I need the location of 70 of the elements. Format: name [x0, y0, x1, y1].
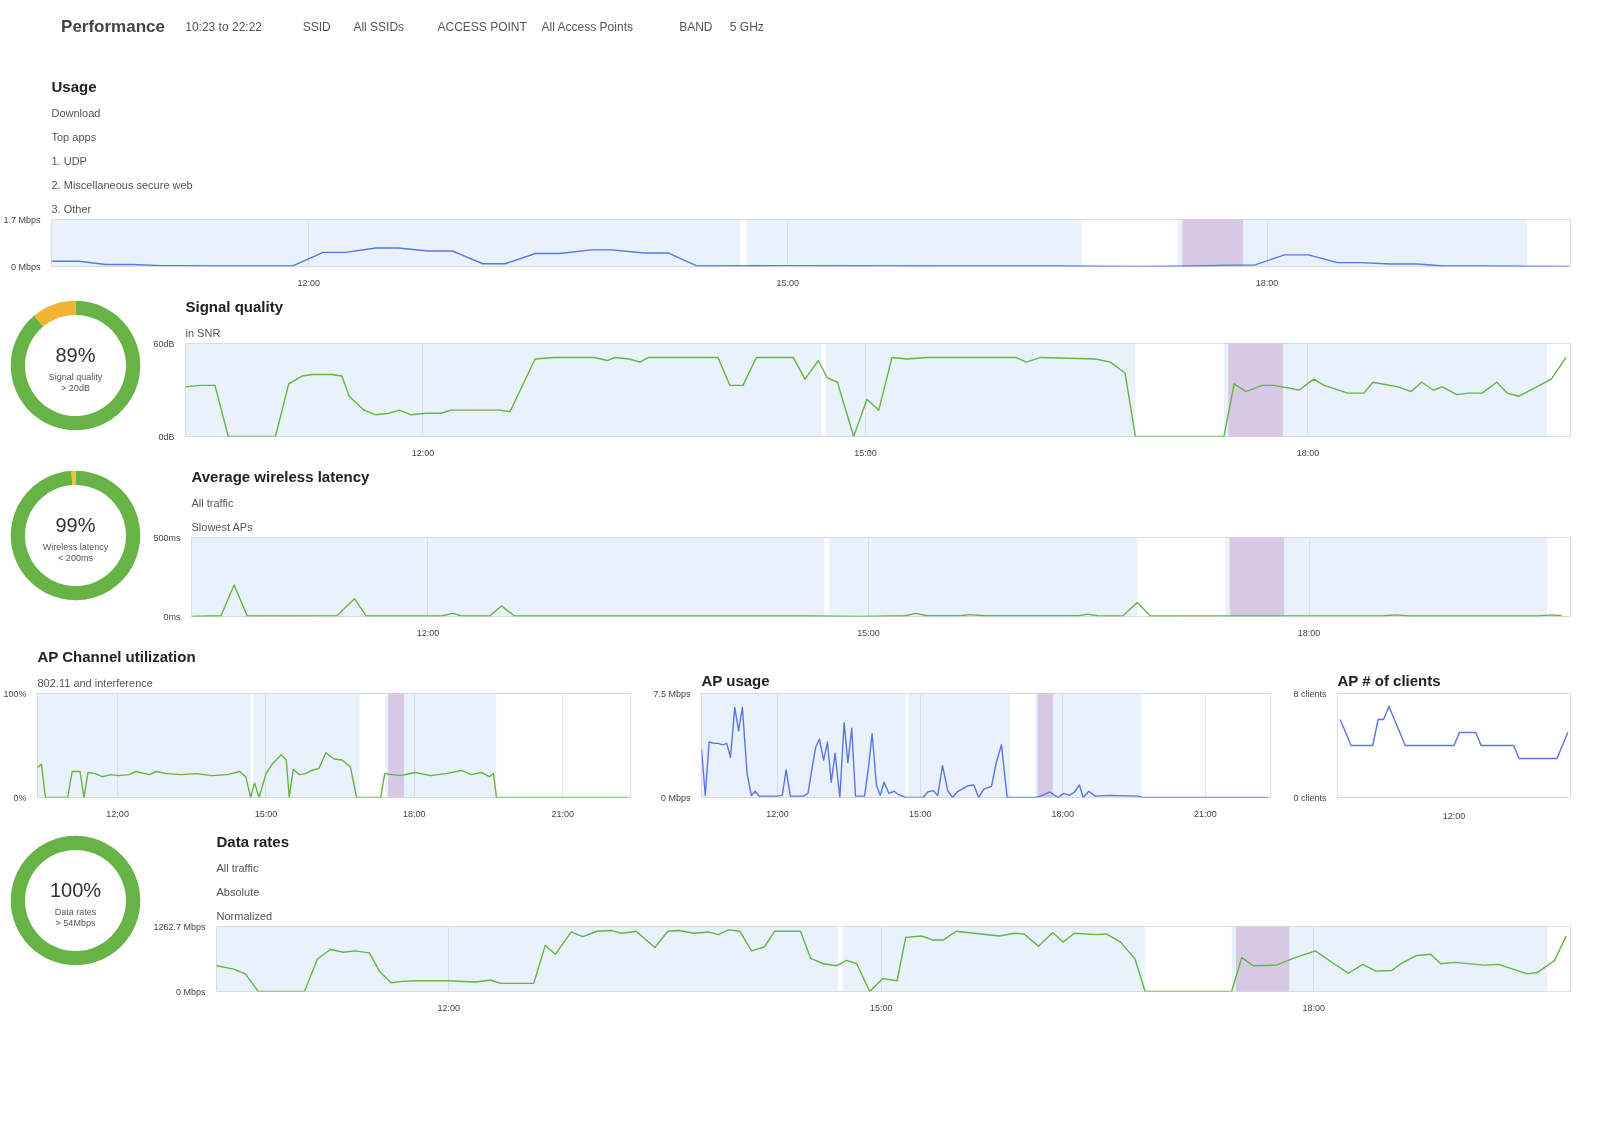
x-tick-label: 15:00	[908, 808, 932, 819]
text: Download	[51, 106, 101, 119]
text: 2. Miscellaneous secure web	[51, 178, 193, 191]
text: Slowest APs	[191, 520, 254, 533]
x-tick-label: 21:00	[1194, 808, 1217, 819]
x-tick-label: 15:00	[776, 277, 800, 288]
x-tick-label: 18:00	[1051, 808, 1075, 819]
y-tick-label: 0%	[13, 792, 27, 803]
text: Data rates > 54Mbps	[54, 906, 97, 928]
chart-title: Signal quality	[185, 297, 284, 315]
y-tick-label: 60dB	[153, 338, 175, 349]
x-tick-label: 15:00	[869, 1002, 893, 1013]
y-tick-label: 500ms	[153, 532, 181, 543]
text: Top apps	[51, 130, 97, 143]
x-tick-label: 12:00	[411, 447, 435, 458]
x-tick-label: 12:00	[766, 808, 789, 819]
chart-title: AP usage	[701, 671, 770, 689]
x-tick-label: 12:00	[297, 277, 320, 288]
chart-title: Data rates	[216, 832, 290, 850]
y-tick-label: 1.7 Mbps	[3, 214, 41, 225]
text: 10:23 to 22:22	[185, 19, 263, 34]
x-tick-label: 12:00	[437, 1002, 460, 1013]
x-tick-label: 15:00	[254, 808, 278, 819]
text: 5 GHz	[729, 19, 764, 34]
x-tick-label: 18:00	[1296, 447, 1320, 458]
data-label: 89%	[55, 343, 96, 366]
y-tick-label: 0 clients	[1293, 792, 1327, 803]
line-series	[185, 356, 1567, 437]
line-series	[1339, 705, 1569, 760]
text: All traffic	[191, 496, 234, 509]
text: BAND	[679, 19, 713, 34]
text: 802.11 and interference	[37, 676, 153, 689]
line-series	[216, 929, 1567, 992]
y-tick-label: 0 Mbps	[10, 261, 41, 272]
text: Normalized	[216, 909, 273, 922]
text: Signal quality > 20dB	[48, 371, 103, 393]
x-tick-label: 21:00	[551, 808, 575, 819]
text: All traffic	[216, 861, 259, 874]
x-tick-label: 12:00	[106, 808, 129, 819]
text: in SNR	[185, 326, 221, 339]
x-tick-label: 18:00	[1255, 277, 1279, 288]
y-tick-label: 0ms	[163, 611, 181, 622]
text: All Access Points	[541, 19, 633, 34]
y-tick-label: 1262.7 Mbps	[153, 921, 206, 932]
y-tick-label: 100%	[3, 688, 27, 699]
text: Performance	[61, 16, 165, 36]
x-tick-label: 18:00	[1297, 627, 1321, 638]
x-tick-label: 15:00	[854, 447, 877, 458]
chart-title: AP Channel utilization	[37, 647, 196, 665]
text: ACCESS POINT	[437, 19, 528, 34]
x-tick-label: 15:00	[857, 627, 880, 638]
text: All SSIDs	[353, 19, 405, 34]
chart-title: Average wireless latency	[191, 467, 371, 485]
x-tick-label: 12:00	[416, 627, 440, 638]
x-tick-label: 18:00	[403, 808, 426, 819]
text: 1. UDP	[51, 154, 87, 167]
text: SSID	[302, 19, 332, 34]
chart-title: AP # of clients	[1337, 671, 1441, 689]
x-tick-label: 18:00	[1302, 1002, 1326, 1013]
data-label: 99%	[55, 513, 96, 536]
y-tick-label: 0 Mbps	[175, 986, 206, 997]
y-tick-label: 7.5 Mbps	[653, 688, 691, 699]
text: Absolute	[216, 885, 260, 898]
text: Wireless latency < 200ms	[42, 541, 109, 563]
y-tick-label: 0dB	[158, 431, 175, 442]
data-label: 100%	[49, 878, 102, 901]
y-tick-label: 8 clients	[1293, 688, 1327, 699]
y-tick-label: 0 Mbps	[660, 792, 691, 803]
text: 3. Other	[51, 202, 92, 215]
chart-title: Usage	[51, 77, 97, 95]
